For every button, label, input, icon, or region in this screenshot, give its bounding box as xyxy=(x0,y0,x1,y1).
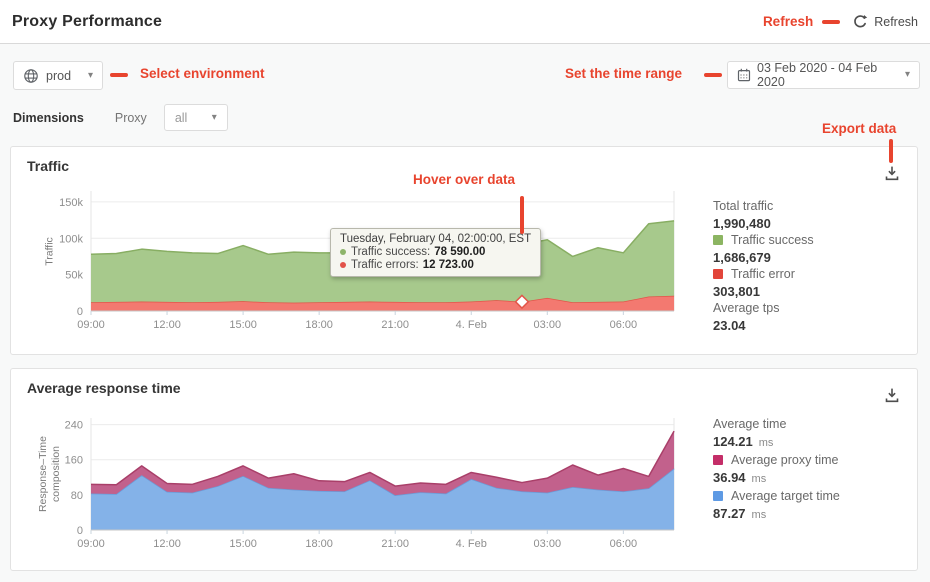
annotation-hover-over-data-line xyxy=(520,196,524,234)
svg-text:21:00: 21:00 xyxy=(381,538,409,550)
svg-text:12:00: 12:00 xyxy=(153,538,181,550)
tooltip-series-label: Traffic success: xyxy=(351,246,431,258)
tooltip-series-value: 78 590.00 xyxy=(434,246,486,258)
chart-tooltip: Tuesday, February 04, 02:00:00, EST Traf… xyxy=(330,228,542,277)
svg-text:50k: 50k xyxy=(65,270,83,282)
legend-unit: ms xyxy=(751,473,767,485)
response-card-title: Average response time xyxy=(27,380,181,396)
globe-icon xyxy=(23,68,39,84)
svg-text:09:00: 09:00 xyxy=(77,319,105,331)
legend-value: 124.21 ms xyxy=(713,434,774,449)
svg-text:80: 80 xyxy=(71,490,83,502)
legend-value: 23.04 xyxy=(713,318,746,333)
tooltip-header: Tuesday, February 04, 02:00:00, EST xyxy=(340,233,532,245)
legend-swatch-icon xyxy=(713,455,723,465)
svg-text:03:00: 03:00 xyxy=(534,319,562,331)
proxy-dimension-label: Proxy xyxy=(114,110,147,125)
legend-unit: ms xyxy=(758,437,774,449)
svg-text:150k: 150k xyxy=(59,197,83,209)
tooltip-row: Traffic success: 78 590.00 xyxy=(340,246,531,258)
refresh-button[interactable]: Refresh xyxy=(852,14,918,30)
svg-text:160: 160 xyxy=(65,455,83,467)
response-legend: Average time 124.21 ms Average proxy time 36… xyxy=(713,416,913,524)
download-icon xyxy=(883,386,901,404)
time-range-select[interactable]: 03 Feb 2020 - 04 Feb 2020 ▾ xyxy=(727,61,920,89)
legend-label: Total traffic xyxy=(713,199,774,213)
svg-text:18:00: 18:00 xyxy=(305,319,333,331)
chevron-down-icon: ▾ xyxy=(904,69,910,80)
legend-swatch-icon xyxy=(713,491,723,501)
legend-value: 1,686,679 xyxy=(713,250,771,265)
legend-swatch-icon xyxy=(713,269,723,279)
svg-text:4. Feb: 4. Feb xyxy=(456,319,487,331)
legend-label: Average proxy time xyxy=(713,452,913,469)
annotation-select-environment-dash xyxy=(110,73,128,77)
annotation-refresh-dash xyxy=(822,19,841,24)
refresh-icon xyxy=(852,14,868,30)
legend-label: Traffic error xyxy=(713,266,913,283)
svg-text:4. Feb: 4. Feb xyxy=(456,538,487,550)
annotation-refresh: Refresh xyxy=(762,14,841,29)
annotation-export-data-line xyxy=(889,139,893,163)
tooltip-series-label: Traffic errors: xyxy=(351,259,419,271)
svg-text:0: 0 xyxy=(77,306,83,318)
svg-text:12:00: 12:00 xyxy=(153,319,181,331)
svg-text:15:00: 15:00 xyxy=(229,319,257,331)
chevron-down-icon: ▾ xyxy=(211,111,217,123)
svg-text:0: 0 xyxy=(77,525,83,537)
time-range-value: 03 Feb 2020 - 04 Feb 2020 xyxy=(757,61,878,89)
svg-text:15:00: 15:00 xyxy=(229,538,257,550)
legend-swatch-icon xyxy=(713,235,723,245)
refresh-button-label: Refresh xyxy=(874,14,918,29)
traffic-legend: Total traffic 1,990,480 Traffic success 1,6… xyxy=(713,198,913,334)
annotation-select-environment-label: Select environment xyxy=(140,66,265,81)
traffic-success-bullet-icon xyxy=(340,249,346,255)
svg-text:18:00: 18:00 xyxy=(305,538,333,550)
traffic-card-title: Traffic xyxy=(27,158,70,174)
legend-value: 1,990,480 xyxy=(713,216,771,231)
svg-text:03:00: 03:00 xyxy=(534,538,562,550)
export-traffic-button[interactable] xyxy=(881,162,903,184)
export-response-button[interactable] xyxy=(881,384,903,406)
svg-text:240: 240 xyxy=(65,420,83,432)
traffic-errors-bullet-icon xyxy=(340,262,346,268)
svg-text:100k: 100k xyxy=(59,233,83,245)
legend-value: 36.94 ms xyxy=(713,470,767,485)
tooltip-series-value: 12 723.00 xyxy=(422,259,474,271)
svg-text:06:00: 06:00 xyxy=(610,538,638,550)
legend-label: Traffic success xyxy=(713,232,913,249)
tooltip-row: Traffic errors: 12 723.00 xyxy=(340,259,531,271)
annotation-refresh-label: Refresh xyxy=(762,14,814,29)
annotation-set-time-range-dash xyxy=(704,73,722,77)
environment-select[interactable]: prod ▾ xyxy=(13,61,103,90)
svg-text:09:00: 09:00 xyxy=(77,538,105,550)
dimensions-label: Dimensions xyxy=(13,110,84,125)
calendar-icon xyxy=(737,68,751,82)
svg-text:21:00: 21:00 xyxy=(381,319,409,331)
svg-text:06:00: 06:00 xyxy=(610,319,638,331)
legend-label: Average tps xyxy=(713,301,780,315)
legend-label: Average target time xyxy=(713,488,913,505)
dimensions-row: Dimensions Proxy all ▾ xyxy=(13,104,228,131)
proxy-filter-value: all xyxy=(174,110,188,125)
response-time-chart[interactable]: 0 80 160 240 09:00 12:00 15:00 18:00 21:00 4. Feb… xyxy=(51,411,711,563)
proxy-filter-select[interactable]: all ▾ xyxy=(163,104,228,131)
legend-label: Average time xyxy=(713,417,787,431)
page-title: Proxy Performance xyxy=(12,12,163,30)
legend-unit: ms xyxy=(751,509,767,521)
legend-value: 303,801 xyxy=(713,284,760,299)
environment-value: prod xyxy=(46,68,72,83)
app-header: Proxy Performance Refresh Refresh xyxy=(0,0,930,44)
response-time-card: Average response time Response–Time comp… xyxy=(10,368,918,571)
legend-value: 87.27 ms xyxy=(713,506,767,521)
annotation-set-time-range-label: Set the time range xyxy=(565,66,683,81)
download-icon xyxy=(883,164,901,182)
annotation-hover-over-data-label: Hover over data xyxy=(413,172,516,187)
chevron-down-icon: ▾ xyxy=(87,69,93,81)
annotation-export-data-label: Export data xyxy=(822,121,897,136)
traffic-card: Traffic Traffic 0 50k 100k 150k 09:00 12:00 15… xyxy=(10,146,918,355)
